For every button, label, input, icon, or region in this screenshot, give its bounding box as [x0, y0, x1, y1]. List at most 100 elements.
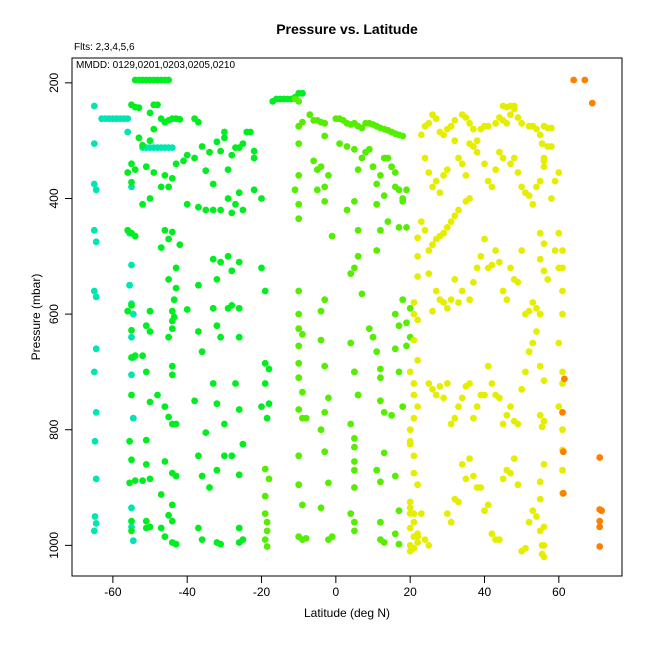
data-point: [235, 333, 243, 341]
data-point: [195, 118, 202, 126]
data-point: [514, 420, 522, 428]
data-point: [172, 284, 180, 292]
data-point: [263, 543, 271, 550]
data-point: [559, 247, 566, 254]
data-point: [399, 132, 407, 140]
data-point: [146, 195, 154, 202]
data-point: [510, 102, 518, 110]
data-point: [295, 310, 303, 318]
data-point: [406, 547, 414, 555]
data-point: [90, 368, 98, 376]
data-point: [139, 141, 147, 149]
data-point: [351, 198, 358, 205]
data-point: [403, 224, 410, 231]
data-point: [172, 160, 180, 168]
data-point: [168, 307, 176, 315]
data-point: [351, 527, 358, 535]
data-point: [429, 307, 436, 315]
data-point: [183, 151, 191, 159]
data-point: [377, 374, 384, 382]
data-point: [533, 513, 540, 520]
data-point: [161, 403, 169, 410]
data-point: [410, 299, 418, 306]
data-point: [235, 539, 243, 546]
data-point: [377, 478, 384, 486]
data-point: [128, 527, 135, 535]
data-point: [165, 276, 173, 283]
data-point: [522, 544, 529, 552]
data-point: [484, 362, 492, 370]
data-point: [90, 180, 98, 188]
data-point: [507, 264, 514, 272]
data-point: [90, 527, 98, 535]
data-point: [310, 157, 317, 165]
data-point: [265, 365, 273, 373]
data-point: [425, 542, 433, 549]
data-point: [373, 247, 381, 254]
data-point: [146, 398, 154, 406]
data-point: [369, 163, 377, 171]
data-point: [351, 368, 358, 376]
x-tick-label: -40: [179, 585, 197, 599]
data-point: [128, 371, 135, 379]
data-point: [128, 178, 135, 186]
data-point: [432, 391, 440, 399]
data-point: [551, 177, 559, 185]
data-point: [540, 163, 548, 171]
data-point: [596, 454, 604, 461]
data-point: [135, 134, 143, 142]
data-point: [380, 409, 388, 416]
data-point: [421, 154, 429, 162]
data-point: [447, 296, 455, 304]
data-point: [503, 411, 511, 419]
data-point: [150, 125, 158, 133]
data-point: [499, 287, 507, 295]
data-point: [142, 517, 150, 525]
data-point: [451, 212, 459, 220]
x-tick-label: 20: [403, 585, 417, 599]
data-point: [295, 200, 303, 208]
x-tick-label: 60: [552, 585, 566, 599]
data-point: [414, 234, 421, 242]
data-point: [484, 122, 492, 130]
data-point: [496, 536, 503, 543]
data-point: [146, 109, 154, 117]
data-point: [124, 128, 132, 136]
data-point: [228, 267, 236, 275]
data-point: [403, 186, 410, 194]
data-point: [410, 310, 418, 318]
data-point: [92, 293, 100, 301]
data-point: [183, 200, 191, 208]
data-point: [176, 241, 184, 249]
data-point: [195, 452, 202, 460]
data-point: [124, 307, 132, 315]
data-point: [481, 160, 488, 168]
data-point: [165, 183, 173, 191]
data-point: [410, 336, 418, 344]
data-point: [92, 520, 100, 527]
data-point: [414, 316, 421, 324]
data-point: [124, 169, 132, 176]
data-point: [202, 167, 210, 175]
data-point: [239, 206, 247, 214]
data-point: [351, 264, 358, 272]
data-point: [91, 437, 99, 445]
data-point: [170, 296, 178, 304]
data-point: [129, 414, 137, 422]
data-point: [551, 247, 559, 254]
data-point: [436, 383, 444, 390]
data-point: [321, 448, 329, 456]
data-point: [195, 203, 202, 211]
data-point: [429, 241, 436, 249]
data-point: [425, 169, 433, 176]
data-point: [555, 229, 563, 237]
data-point: [561, 375, 568, 383]
x-tick-label: -20: [253, 585, 271, 599]
data-point: [176, 115, 184, 123]
data-point: [391, 530, 399, 538]
data-point: [559, 264, 566, 272]
data-point: [522, 368, 529, 376]
data-point: [183, 306, 191, 313]
data-point: [228, 209, 236, 217]
data-point: [317, 504, 325, 512]
